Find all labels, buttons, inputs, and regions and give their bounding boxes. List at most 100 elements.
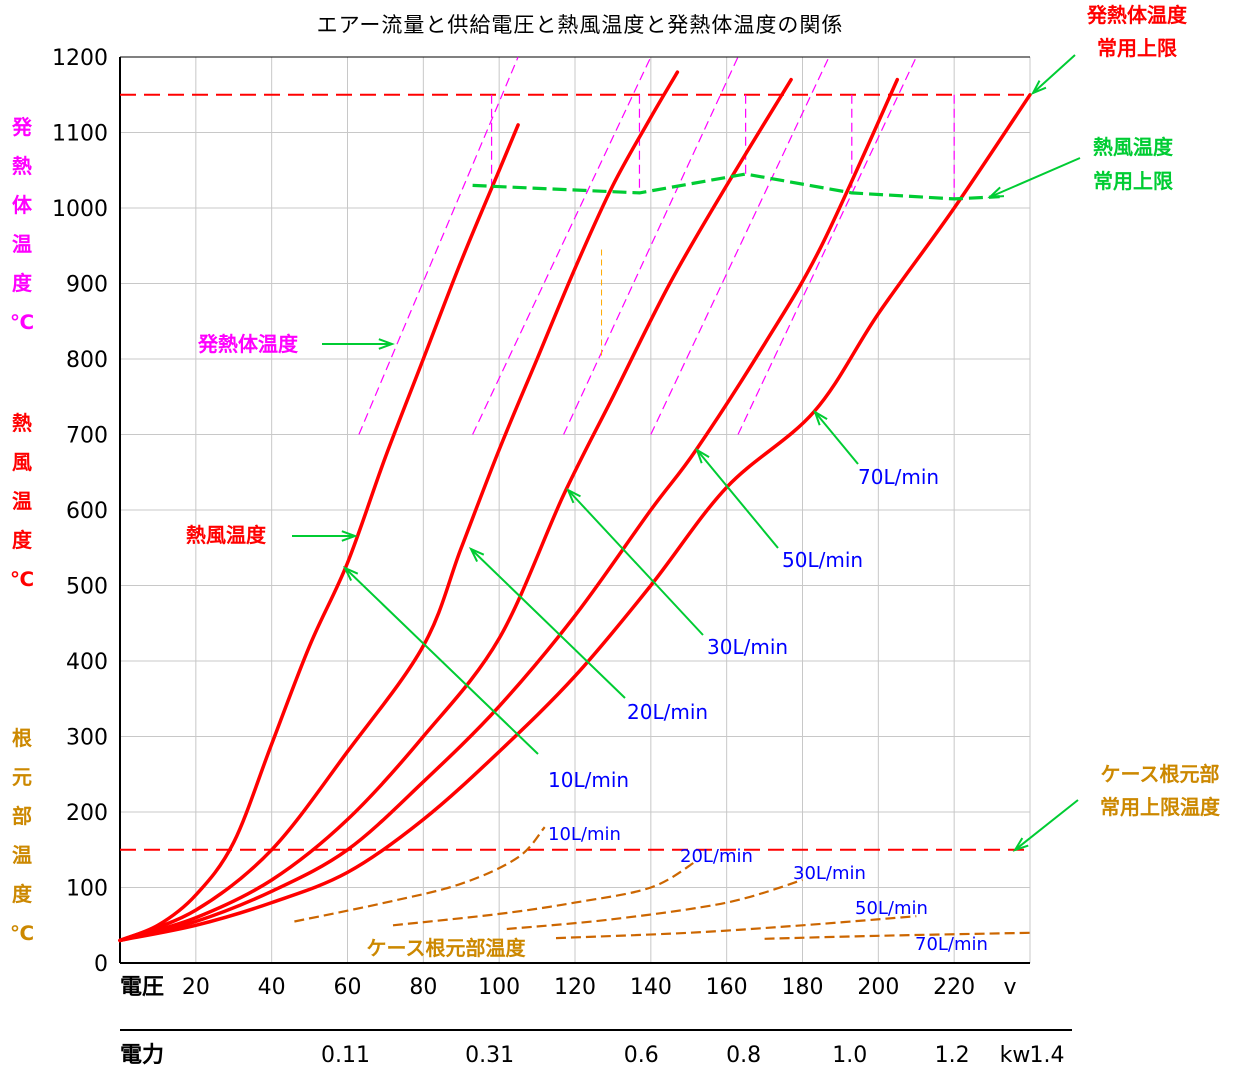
case-flow-label-70: 70L/min xyxy=(915,934,988,955)
y-tick-label: 1200 xyxy=(52,46,108,71)
air-limit-label-2: 常用上限 xyxy=(1093,169,1173,193)
case-flow-label-30: 30L/min xyxy=(793,863,866,884)
y-tick-label: 500 xyxy=(66,575,108,600)
x-tick-label: 140 xyxy=(630,975,672,1000)
y-axis-label-char: 体 xyxy=(12,193,33,217)
y-axis-label-char: 温 xyxy=(12,843,32,867)
heater-lines xyxy=(358,56,955,435)
x-tick-label: 160 xyxy=(706,975,748,1000)
flow-label-30: 30L/min xyxy=(707,635,788,659)
case-root-line xyxy=(392,860,697,927)
arrow-head xyxy=(566,487,581,504)
hot-air-line xyxy=(118,70,680,943)
chart-title: エアー流量と供給電圧と熱風温度と発熱体温度の関係 xyxy=(317,13,844,37)
case-limit-label-1: ケース根元部 xyxy=(1101,762,1220,786)
y-axis-label-char: 根 xyxy=(12,726,32,750)
y-axis-label-char: 元 xyxy=(12,765,32,789)
y-tick-label: 200 xyxy=(66,801,108,826)
heater-temp-line xyxy=(358,56,519,435)
y-tick-label: 1100 xyxy=(52,122,108,147)
case-root-line xyxy=(506,878,803,931)
y-tick-label: 700 xyxy=(66,424,108,449)
arrow-head xyxy=(695,447,710,464)
arrow-line xyxy=(989,157,1081,198)
power-mark-label: 0.11 xyxy=(321,1043,370,1068)
x-tick-label: 20 xyxy=(182,975,210,1000)
arrow-head xyxy=(341,530,358,542)
y-tick-label: 100 xyxy=(66,877,108,902)
arrow-head xyxy=(987,186,1005,199)
hot-air-line xyxy=(118,77,900,943)
case-flow-label-50: 50L/min xyxy=(855,898,928,919)
hot-air-line xyxy=(118,77,793,943)
hot-air-temp-label: 熱風温度 xyxy=(186,523,267,547)
flow-label-70: 70L/min xyxy=(858,465,939,489)
y-axis-label-char: 部 xyxy=(12,804,32,828)
case-root-lines xyxy=(294,826,1031,940)
y-axis-label-char: 風 xyxy=(12,450,32,474)
power-mark-label: 1.0 xyxy=(832,1043,867,1068)
x-tick-label: 120 xyxy=(554,975,596,1000)
power-mark-label: 1.2 xyxy=(935,1043,970,1068)
hot-air-line xyxy=(118,123,520,943)
flow-label-20: 20L/min xyxy=(627,700,708,724)
heater-temp-label: 発熱体温度 xyxy=(197,332,299,356)
y-axis-label-char: ℃ xyxy=(10,310,34,334)
y-axis-label-char: 熱 xyxy=(12,154,32,178)
case-root-line xyxy=(555,915,917,940)
x-axis-label: 電圧 xyxy=(120,975,164,1000)
arrow-line xyxy=(1014,799,1079,851)
arrow-head xyxy=(1030,80,1047,95)
case-root-temp-label: ケース根元部温度 xyxy=(367,936,527,960)
axes xyxy=(119,56,1030,964)
heater-limit-label-2: 常用上限 xyxy=(1097,36,1177,60)
air-limit-label-1: 熱風温度 xyxy=(1093,135,1174,159)
arrow-line xyxy=(344,567,539,755)
x-tick-label: 60 xyxy=(334,975,362,1000)
air-limit-line xyxy=(472,172,1000,201)
case-flow-label-10: 10L/min xyxy=(548,824,621,845)
y-axis-label-char: 熱 xyxy=(12,411,32,435)
power-mark-label: 1.4 xyxy=(1029,1043,1064,1068)
y-tick-label: 1000 xyxy=(52,197,108,222)
power-marks: 0.11 0.31 0.6 0.8 1.0 1.2 1.4 xyxy=(321,1043,1064,1068)
y-axis-label-char: 温 xyxy=(12,489,32,513)
case-flow-label-20: 20L/min xyxy=(680,846,753,867)
power-mark-label: 0.6 xyxy=(624,1043,659,1068)
arrow-line xyxy=(1032,54,1076,94)
y-axis-label-char: 温 xyxy=(12,232,32,256)
y-axis-label-char: 発 xyxy=(11,115,33,139)
air-limit-curve xyxy=(472,172,1000,201)
hot-air-lines xyxy=(118,70,1032,943)
x-tick-label: 40 xyxy=(258,975,286,1000)
power-axis-label: 電力 xyxy=(120,1043,164,1068)
arrow-head xyxy=(342,565,359,582)
arrow-line xyxy=(567,489,704,636)
x-axis-unit: v xyxy=(1003,975,1016,1000)
heater-temp-line xyxy=(737,56,917,435)
y-tick-label: 0 xyxy=(94,952,108,977)
y-axis-label-char: 度 xyxy=(12,882,33,906)
heater-limit-label-1: 発熱体温度 xyxy=(1086,3,1188,27)
power-axis-unit: kw xyxy=(1000,1043,1031,1068)
y-axis-label-char: ℃ xyxy=(10,567,34,591)
arrows xyxy=(292,54,1081,852)
y-tick-label: 400 xyxy=(66,650,108,675)
arrow-head xyxy=(1012,837,1029,852)
power-mark-label: 0.31 xyxy=(465,1043,514,1068)
arrow-line xyxy=(814,411,859,465)
case-limit-label-2: 常用上限温度 xyxy=(1100,795,1221,819)
y-tick-label: 900 xyxy=(66,273,108,298)
flow-label-10: 10L/min xyxy=(548,768,629,792)
y-tick-label: 800 xyxy=(66,348,108,373)
x-tick-label: 180 xyxy=(782,975,824,1000)
flow-label-50: 50L/min xyxy=(782,548,863,572)
x-tick-label: 100 xyxy=(478,975,520,1000)
arrow-line xyxy=(696,449,779,549)
y-tick-label: 600 xyxy=(66,499,108,524)
y-axis-label-char: 度 xyxy=(12,528,33,552)
x-tick-label: 220 xyxy=(933,975,975,1000)
y-tick-label: 300 xyxy=(66,726,108,751)
